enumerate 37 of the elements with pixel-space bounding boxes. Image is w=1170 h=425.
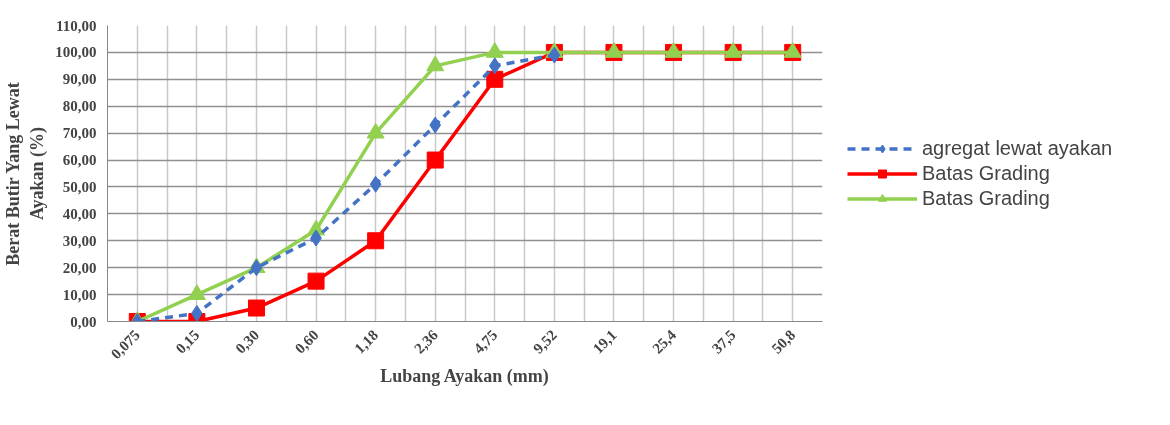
y-tick-label: 30,00 <box>62 232 97 249</box>
y-tick-label: 40,00 <box>62 205 97 222</box>
x-tick-label: 0,15 <box>172 326 203 357</box>
y-tick-label: 70,00 <box>62 125 97 142</box>
x-tick-label: 4,75 <box>470 326 501 357</box>
x-tick-label: 50,8 <box>768 326 799 357</box>
x-tick-label: 1,18 <box>351 326 382 357</box>
point <box>426 55 445 72</box>
point <box>366 122 385 139</box>
x-tick-label: 2,36 <box>410 326 442 357</box>
y-tick-label: 20,00 <box>62 259 97 276</box>
y-tick-label: 10,00 <box>62 286 97 303</box>
y-tick-label: 90,00 <box>62 71 97 88</box>
y-tick-label: 80,00 <box>62 98 97 115</box>
point <box>485 42 504 58</box>
point <box>429 116 442 134</box>
point <box>488 57 501 75</box>
point <box>369 175 382 193</box>
legend-label: Batas Grading <box>922 161 1050 185</box>
legend-label: agregat lewat ayakan <box>922 136 1113 160</box>
x-tick-label: 25,4 <box>649 326 680 357</box>
x-tick-label: 19,1 <box>589 326 620 357</box>
x-axis-title: Lubang Ayakan (mm) <box>380 366 549 388</box>
point <box>187 284 206 300</box>
y-tick-label: 60,00 <box>62 152 97 169</box>
y-tick-label: 100,00 <box>55 44 97 61</box>
point <box>426 151 444 169</box>
y-tick-label: 50,00 <box>62 178 97 195</box>
legend-label: Batas Grading <box>922 186 1050 210</box>
point <box>486 70 504 88</box>
y-tick-label: 0,00 <box>70 313 97 330</box>
y-tick-label: 110,00 <box>56 17 97 34</box>
x-tick-label: 0,30 <box>232 326 263 357</box>
x-tick-label: 37,5 <box>708 326 739 357</box>
x-tick-label: 9,52 <box>530 326 561 357</box>
x-tick-label: 0,60 <box>291 326 322 357</box>
y-axis-title: Berat Butir Yang Lewat Ayakan (%) <box>3 82 49 266</box>
